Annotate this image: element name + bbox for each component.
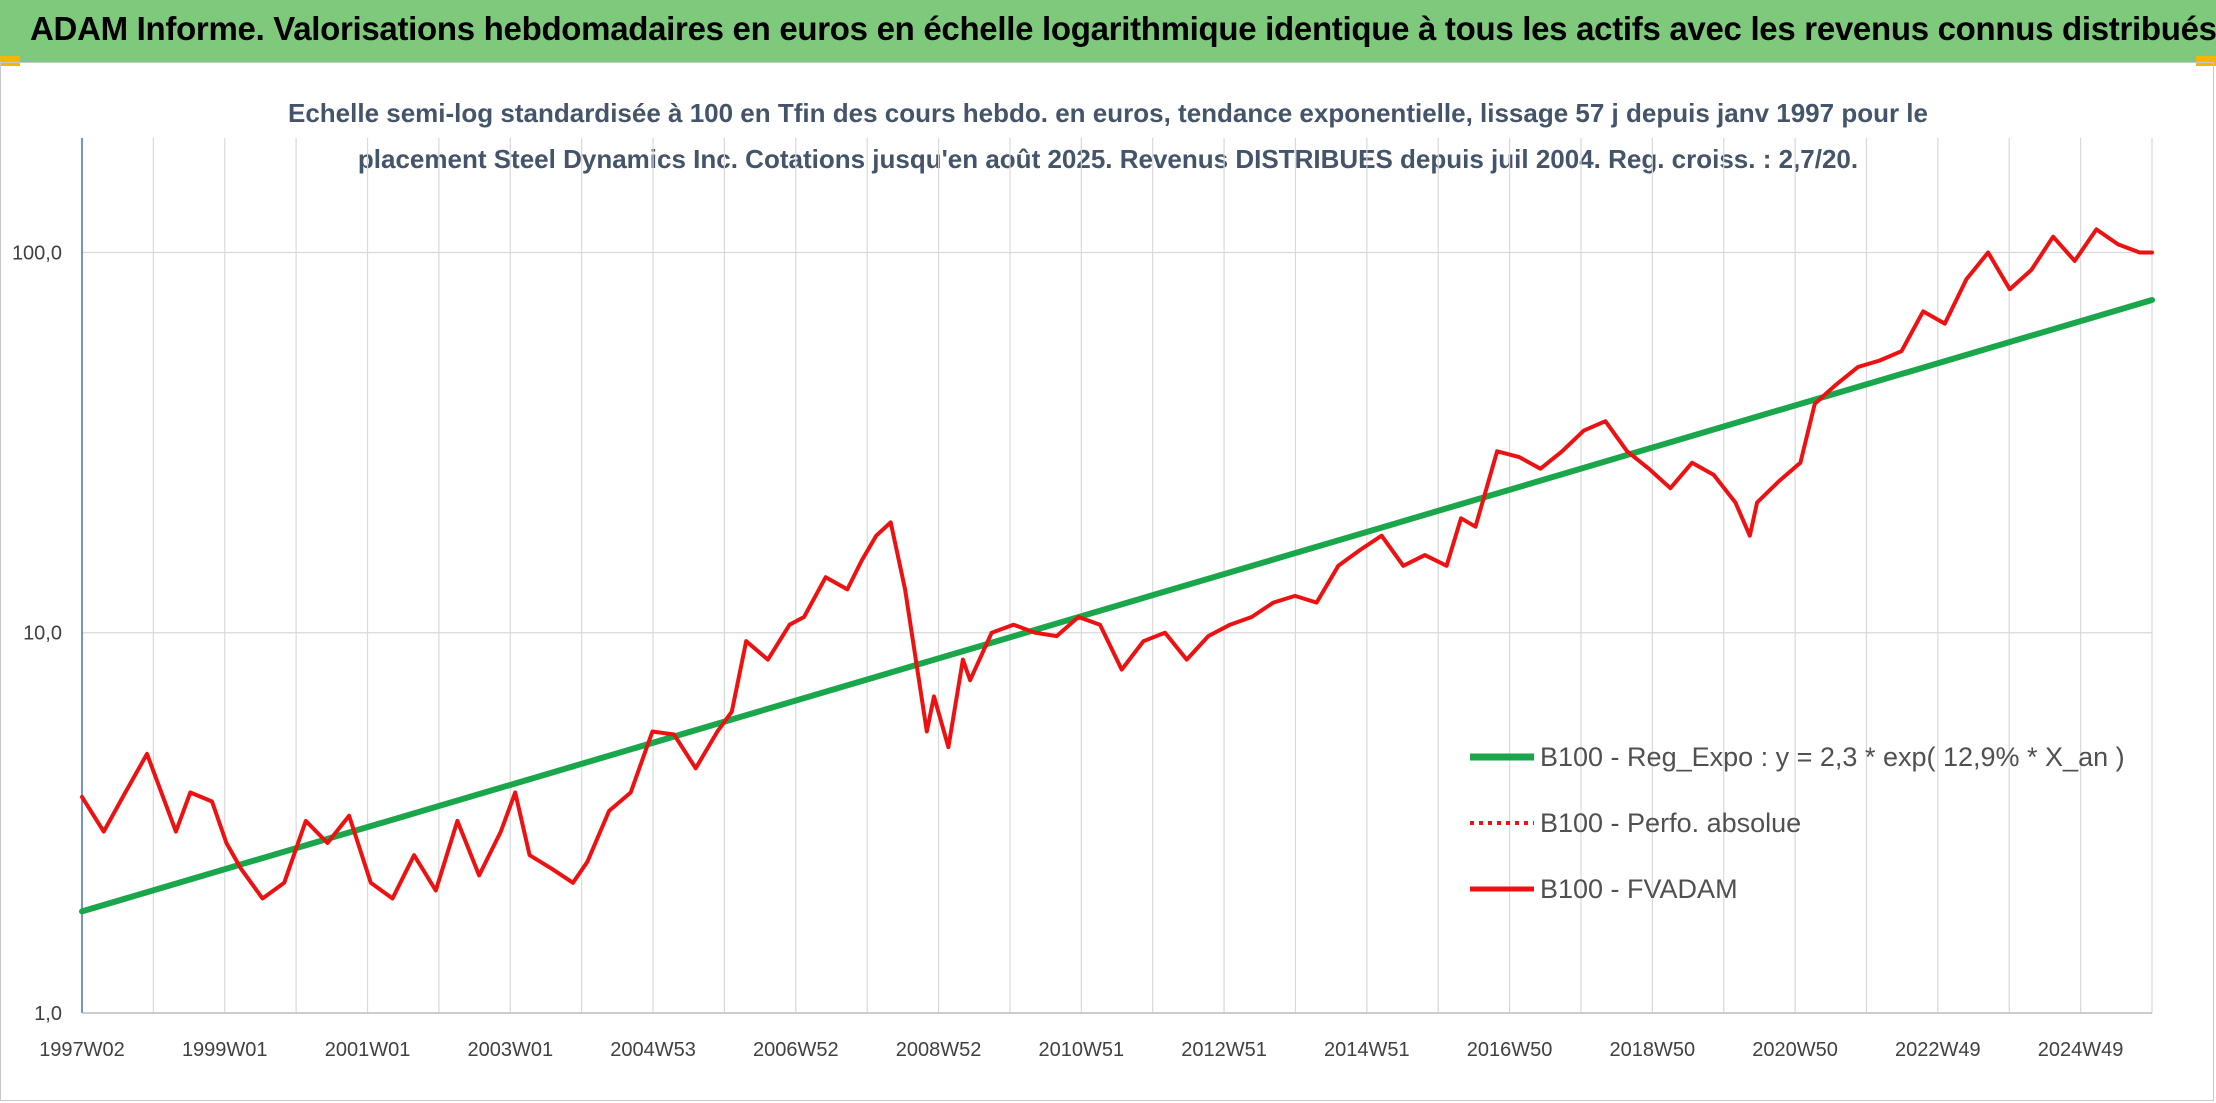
y-tick-label: 100,0 xyxy=(12,242,62,264)
corner-marker-right xyxy=(2196,56,2216,66)
x-tick-label: 2016W50 xyxy=(1467,1039,1553,1061)
x-tick-label: 2012W51 xyxy=(1181,1039,1267,1061)
x-tick-label: 1997W02 xyxy=(39,1039,125,1061)
series-lines xyxy=(79,227,2155,915)
legend: B100 - Reg_Expo : y = 2,3 * exp( 12,9% *… xyxy=(1470,742,2125,904)
x-tick-label: 1999W01 xyxy=(182,1039,268,1061)
x-tick-label: 2010W51 xyxy=(1038,1039,1124,1061)
axes xyxy=(81,138,2152,1014)
y-tick-label: 1,0 xyxy=(34,1003,62,1025)
x-tick-label: 2022W49 xyxy=(1895,1039,1981,1061)
x-tick-label: 2024W49 xyxy=(2038,1039,2124,1061)
x-tick-label: 2020W50 xyxy=(1752,1039,1838,1061)
chart-area: Echelle semi-log standardisée à 100 en T… xyxy=(12,98,2155,1061)
grid-lines xyxy=(82,138,2153,1014)
chart-frame xyxy=(0,62,2214,1101)
x-tick-label: 2001W01 xyxy=(325,1039,411,1061)
legend-label: B100 - FVADAM xyxy=(1540,874,1738,904)
chart-subtitle-line-2: placement Steel Dynamics Inc. Cotations … xyxy=(358,144,1858,174)
legend-label: B100 - Perfo. absolue xyxy=(1540,808,1801,838)
x-tick-label: 2018W50 xyxy=(1610,1039,1696,1061)
x-tick-labels: 1997W02 1999W01 2001W01 2003W01 2004W53 2006W… xyxy=(39,1039,2123,1061)
series-line-fvadam xyxy=(80,227,2154,901)
x-tick-label: 2006W52 xyxy=(753,1039,839,1061)
x-tick-label: 2008W52 xyxy=(896,1039,982,1061)
x-tick-label: 2014W51 xyxy=(1324,1039,1410,1061)
chart-subtitle-line-1: Echelle semi-log standardisée à 100 en T… xyxy=(288,98,1928,128)
header-bar: ADAM Informe. Valorisations hebdomadaire… xyxy=(0,0,2216,62)
corner-marker-left xyxy=(0,56,20,66)
series-line-reg-expo xyxy=(79,297,2155,915)
y-tick-labels: 1,0 10,0 100,0 xyxy=(12,242,62,1025)
x-tick-label: 2003W01 xyxy=(467,1039,553,1061)
y-tick-label: 10,0 xyxy=(23,623,62,645)
legend-label: B100 - Reg_Expo : y = 2,3 * exp( 12,9% *… xyxy=(1540,742,2125,772)
page-title: ADAM Informe. Valorisations hebdomadaire… xyxy=(30,10,2216,47)
x-tick-label: 2004W53 xyxy=(610,1039,696,1061)
